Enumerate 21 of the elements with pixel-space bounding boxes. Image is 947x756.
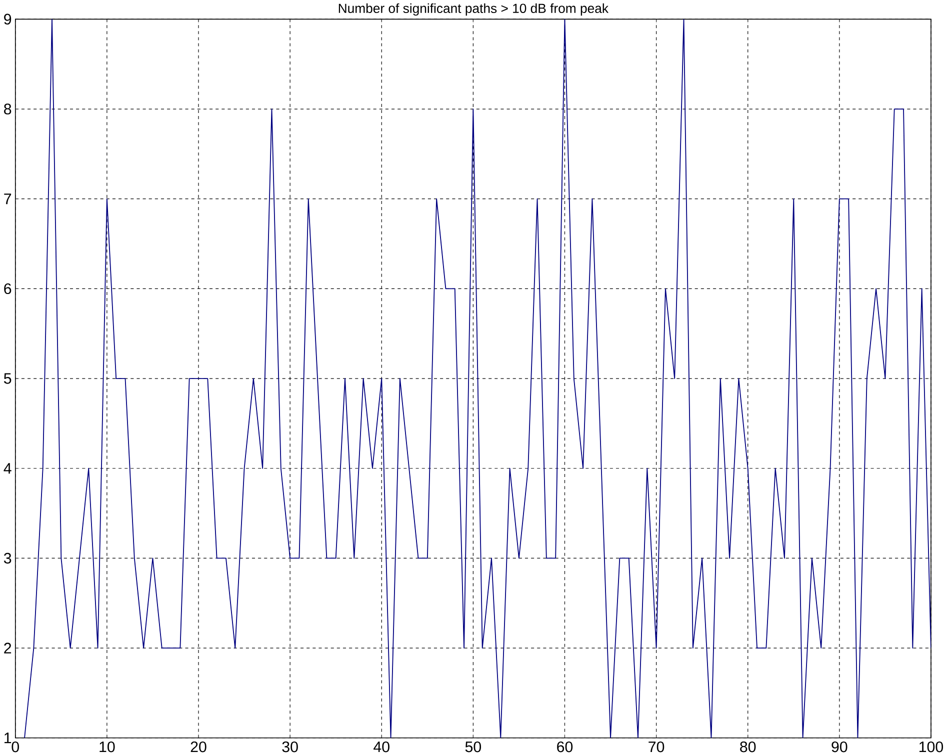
y-tick-label: 8 xyxy=(4,104,12,115)
x-tick-label: 90 xyxy=(832,742,848,752)
x-tick-label: 40 xyxy=(374,742,390,752)
chart-title: Number of significant paths > 10 dB from peak xyxy=(338,4,609,16)
x-tick-label: 60 xyxy=(557,742,573,752)
y-tick-label: 7 xyxy=(4,194,12,204)
x-tick-label: 80 xyxy=(740,742,756,752)
y-tick-label: 4 xyxy=(4,463,12,474)
y-tick-label: 5 xyxy=(4,373,12,384)
x-tick-label: 30 xyxy=(282,742,298,752)
x-tick-label: 50 xyxy=(465,742,482,752)
x-tick-label: 0 xyxy=(12,742,19,752)
y-tick-label: 9 xyxy=(4,14,12,25)
y-tick-label: 1 xyxy=(4,732,12,744)
x-tick-label: 10 xyxy=(100,742,115,752)
y-tick-label: 2 xyxy=(4,642,12,654)
y-tick-label: 6 xyxy=(4,284,12,294)
x-tick-label: 20 xyxy=(190,742,206,752)
x-tick-label: 100 xyxy=(919,742,944,752)
x-tick-label: 70 xyxy=(648,742,664,752)
y-tick-label: 3 xyxy=(4,553,12,564)
